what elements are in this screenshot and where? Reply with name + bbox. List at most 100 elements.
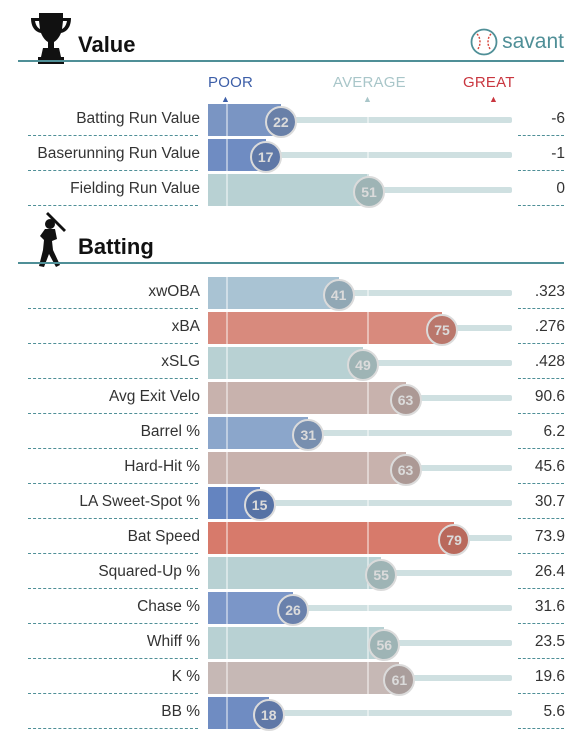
stat-label: xSLG [161, 353, 200, 370]
scale-great-arrow: ▲ [489, 94, 498, 104]
average-marker-line [367, 487, 369, 519]
baseball-icon [470, 28, 498, 56]
stat-label: Squared-Up % [98, 563, 200, 580]
stat-row-whiff[interactable]: Whiff % 56 23.5 [0, 626, 582, 661]
row-divider-left [28, 518, 198, 519]
stat-label: Hard-Hit % [124, 458, 200, 475]
percentile-bar [208, 347, 363, 379]
row-divider-right [518, 728, 564, 729]
stat-value: 6.2 [543, 423, 565, 440]
stat-row-barrel[interactable]: Barrel % 31 6.2 [0, 416, 582, 451]
percentile-track [208, 430, 512, 436]
percentile-bar [208, 452, 406, 484]
stat-value: 26.4 [534, 563, 565, 580]
batting-section-rule [18, 262, 564, 264]
poor-marker-line [226, 522, 228, 554]
row-divider-left [28, 553, 198, 554]
stat-row-baserunning-run-value[interactable]: Baserunning Run Value 17 -1 [0, 138, 582, 173]
poor-marker-line [226, 174, 228, 206]
poor-marker-line [226, 417, 228, 449]
row-divider-right [518, 413, 564, 414]
percentile-circle[interactable]: 26 [277, 594, 310, 626]
percentile-circle[interactable]: 63 [389, 454, 422, 486]
percentile-circle[interactable]: 51 [353, 176, 386, 208]
stat-label: K % [171, 668, 200, 685]
percentile-track [208, 605, 512, 611]
percentile-circle[interactable]: 61 [383, 664, 416, 696]
stat-row-k[interactable]: K % 61 19.6 [0, 661, 582, 696]
average-marker-line [367, 312, 369, 344]
percentile-circle[interactable]: 56 [368, 629, 401, 661]
stat-row-hard-hit[interactable]: Hard-Hit % 63 45.6 [0, 451, 582, 486]
percentile-track [208, 710, 512, 716]
stat-row-xba[interactable]: xBA 75 .276 [0, 311, 582, 346]
percentile-circle[interactable]: 63 [389, 384, 422, 416]
stat-label: Avg Exit Velo [108, 388, 200, 405]
percentile-bar [208, 277, 339, 309]
poor-marker-line [226, 487, 228, 519]
percentile-circle[interactable]: 55 [365, 559, 398, 591]
row-divider-right [518, 135, 564, 136]
average-marker-line [367, 522, 369, 554]
percentile-circle[interactable]: 18 [252, 699, 285, 731]
percentile-circle[interactable]: 49 [346, 349, 379, 381]
percentile-circle[interactable]: 15 [243, 489, 276, 521]
average-marker-line [367, 417, 369, 449]
stat-label: Whiff % [146, 633, 200, 650]
row-divider-right [518, 205, 564, 206]
percentile-track [208, 117, 512, 123]
stat-value: 30.7 [534, 493, 565, 510]
row-divider-left [28, 170, 198, 171]
percentile-bar [208, 557, 382, 589]
average-marker-line [367, 382, 369, 414]
percentile-circle[interactable]: 31 [292, 419, 325, 451]
stat-label: LA Sweet-Spot % [79, 493, 200, 510]
row-divider-right [518, 588, 564, 589]
percentile-track [208, 152, 512, 158]
stat-row-bb[interactable]: BB % 18 5.6 [0, 696, 582, 731]
percentile-circle[interactable]: 79 [438, 524, 471, 556]
stat-row-chase[interactable]: Chase % 26 31.6 [0, 591, 582, 626]
poor-marker-line [226, 452, 228, 484]
percentile-bar [208, 417, 309, 449]
savant-brand[interactable]: savant [470, 28, 564, 56]
stat-value: .276 [534, 318, 565, 335]
stat-value: 19.6 [534, 668, 565, 685]
stat-row-la-sweet-spot[interactable]: LA Sweet-Spot % 15 30.7 [0, 486, 582, 521]
row-divider-left [28, 588, 198, 589]
stat-row-squared-up[interactable]: Squared-Up % 55 26.4 [0, 556, 582, 591]
stat-value: 23.5 [534, 633, 565, 650]
batting-section-header: Batting [18, 210, 564, 267]
poor-marker-line [226, 347, 228, 379]
percentile-bar [208, 382, 406, 414]
value-section-title: Value [78, 32, 136, 57]
percentile-circle[interactable]: 41 [322, 279, 355, 311]
percentile-circle[interactable]: 17 [249, 141, 282, 173]
stat-value: 0 [556, 180, 565, 197]
row-divider-left [28, 308, 198, 309]
row-divider-left [28, 378, 198, 379]
stat-label: BB % [161, 703, 200, 720]
stat-row-xslg[interactable]: xSLG 49 .428 [0, 346, 582, 381]
row-divider-left [28, 483, 198, 484]
stat-row-fielding-run-value[interactable]: Fielding Run Value 51 0 [0, 173, 582, 208]
stat-value: 90.6 [534, 388, 565, 405]
percentile-circle[interactable]: 75 [426, 314, 458, 346]
stat-label: Barrel % [140, 423, 200, 440]
stat-row-avg-exit-velo[interactable]: Avg Exit Velo 63 90.6 [0, 381, 582, 416]
row-divider-left [28, 448, 198, 449]
average-marker-line [367, 452, 369, 484]
stat-label: Bat Speed [127, 528, 200, 545]
stat-row-batting-run-value[interactable]: Batting Run Value 22 -6 [0, 103, 582, 138]
stat-label: xBA [171, 318, 200, 335]
stat-label: xwOBA [148, 283, 200, 300]
poor-marker-line [226, 277, 228, 309]
poor-marker-line [226, 592, 228, 624]
average-marker-line [367, 592, 369, 624]
stat-row-xwoba[interactable]: xwOBA 41 .323 [0, 276, 582, 311]
poor-marker-line [226, 382, 228, 414]
stat-row-bat-speed[interactable]: Bat Speed 79 73.9 [0, 521, 582, 556]
percentile-circle[interactable]: 22 [264, 106, 297, 138]
average-marker-line [367, 139, 369, 171]
row-divider-right [518, 343, 564, 344]
